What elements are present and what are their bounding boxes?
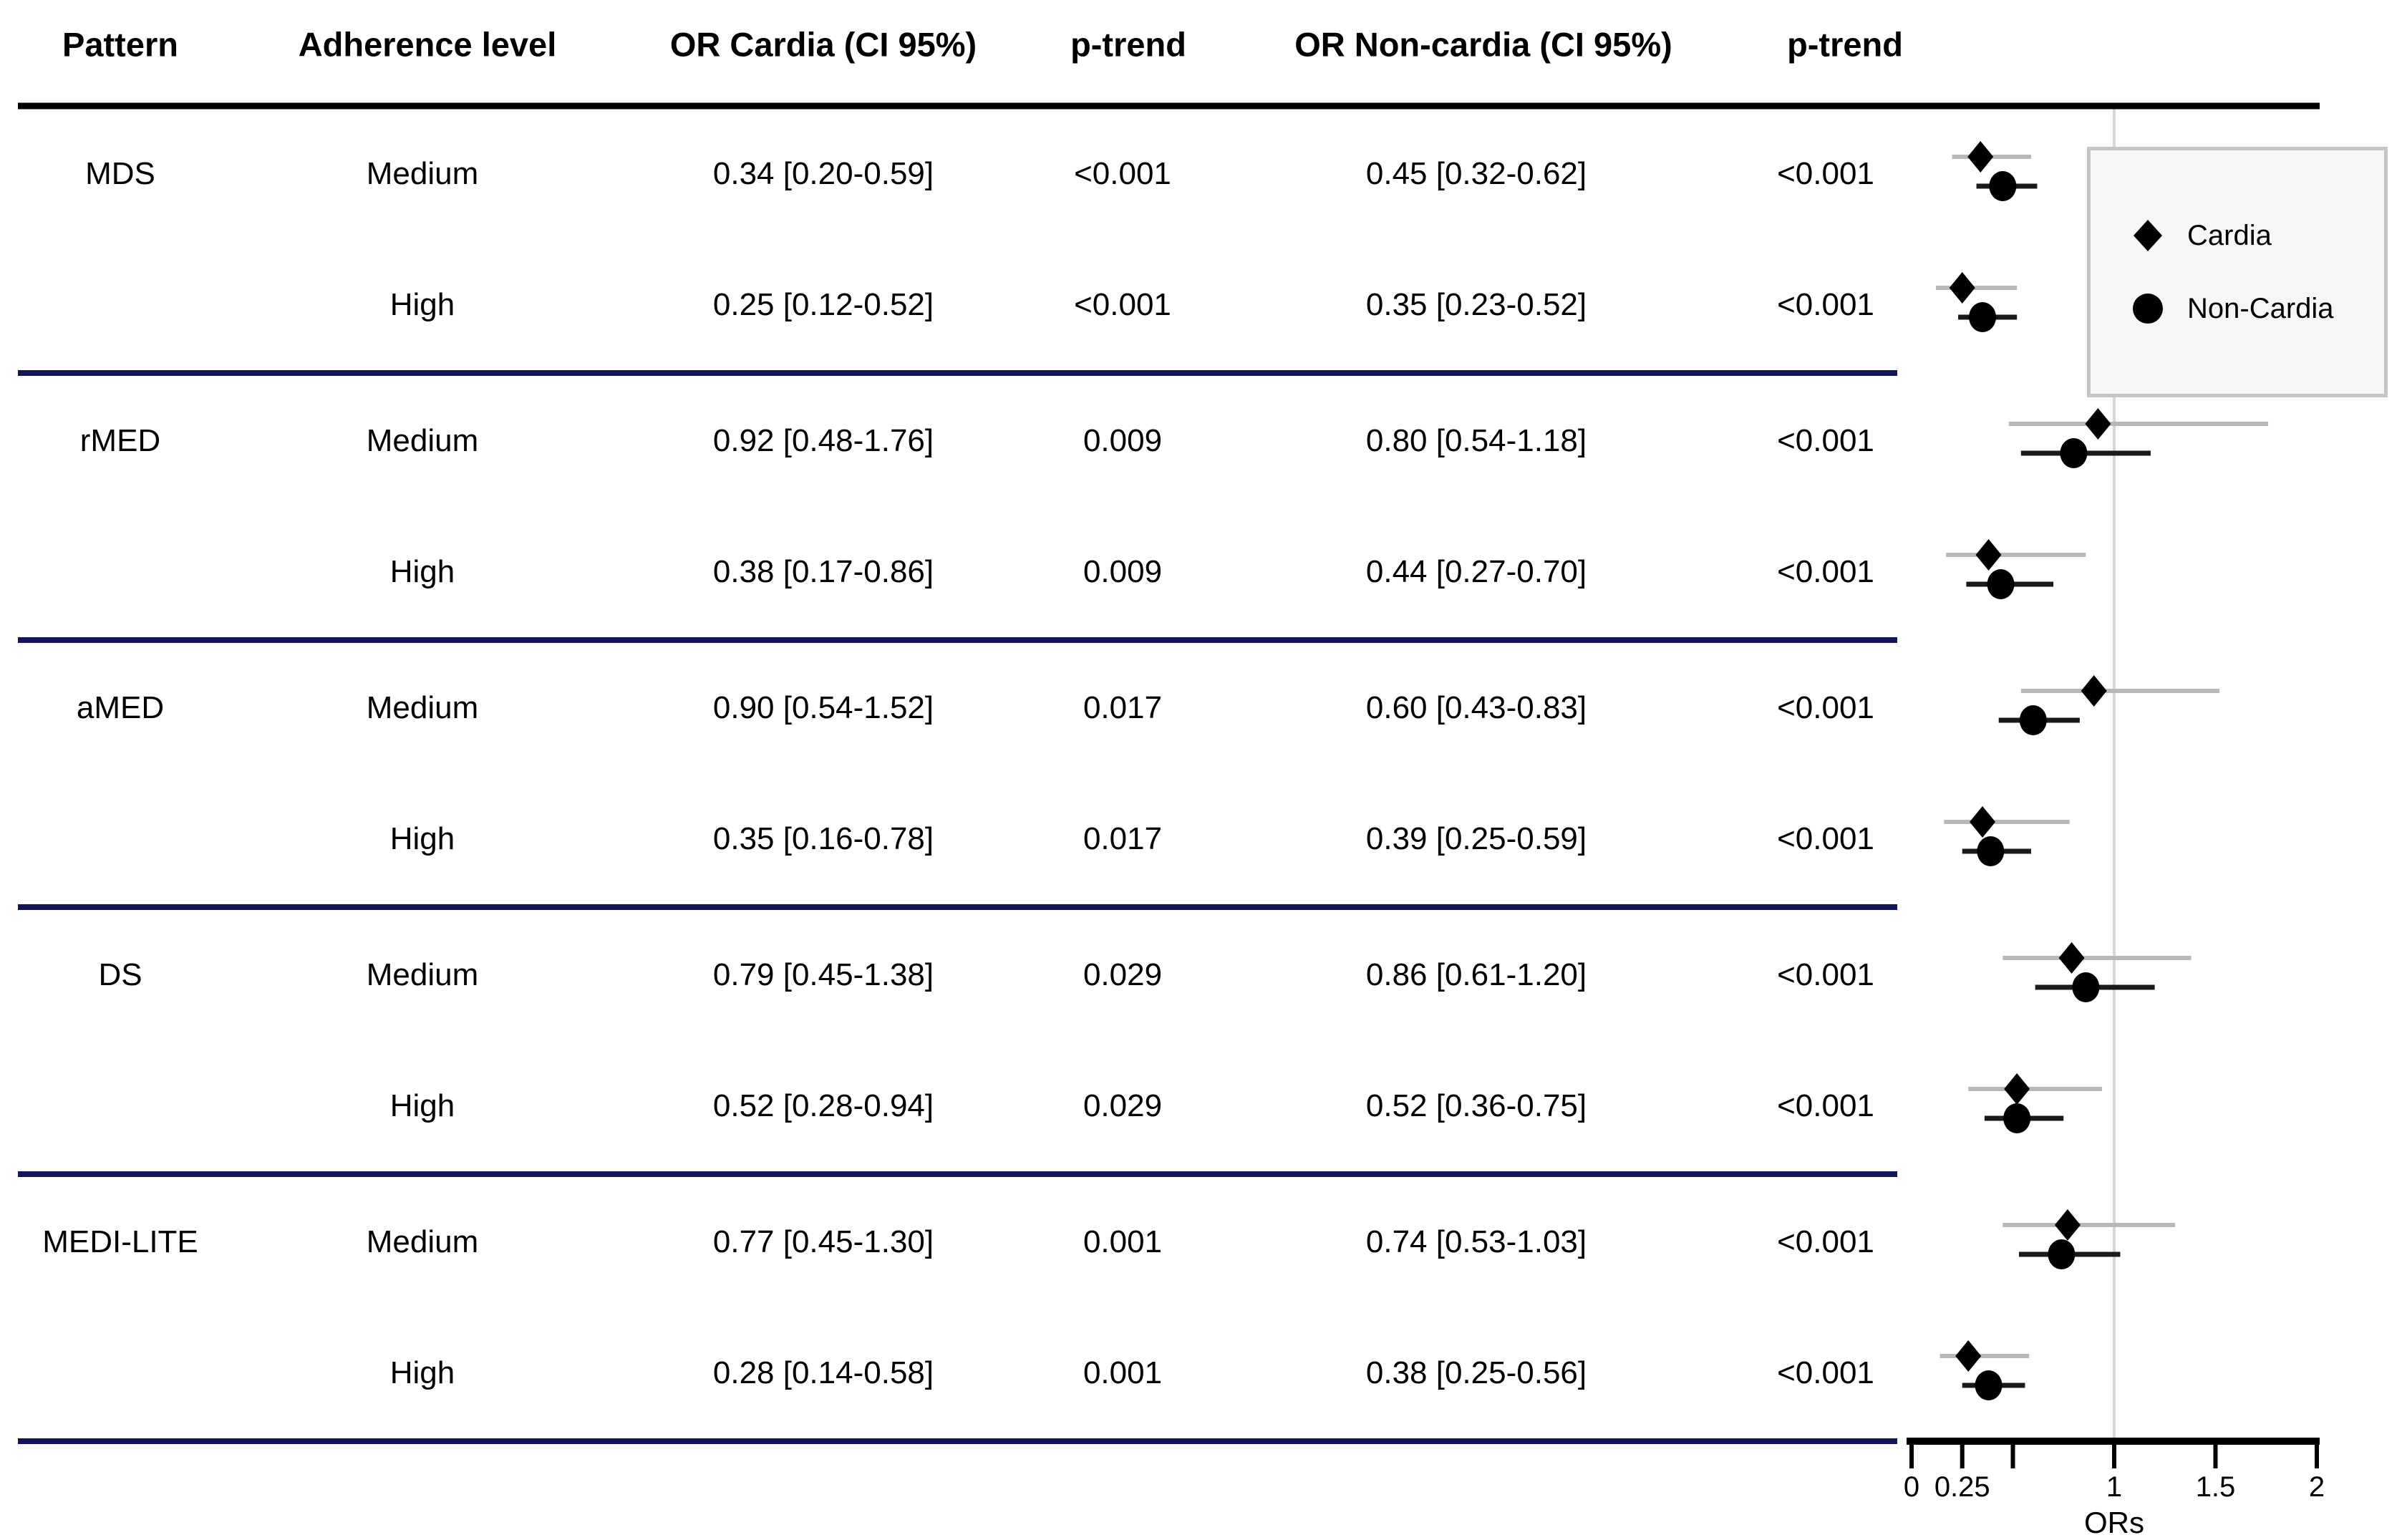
or-noncardia-value: 0.80 [0.54-1.18] [1365, 423, 1587, 458]
or-cardia-value: 0.77 [0.45-1.30] [712, 1224, 934, 1259]
p-trend-noncardia-value: <0.001 [1777, 690, 1874, 725]
cardia-diamond-marker [2054, 1209, 2081, 1241]
adherence-level: Medium [366, 1224, 479, 1259]
column-header-p-trend-cardia: p-trend [1070, 25, 1186, 64]
pattern-label: rMED [79, 423, 161, 458]
legend-label-noncardia: Non-Cardia [2187, 292, 2334, 324]
noncardia-circle-marker [1987, 569, 2015, 599]
or-cardia-value: 0.52 [0.28-0.94] [712, 1088, 934, 1123]
column-header-or-noncardia: OR Non-cardia (CI 95%) [1294, 25, 1672, 64]
x-axis-tick-label: 0 [1904, 1471, 1919, 1503]
p-trend-cardia-value: 0.029 [1083, 1088, 1163, 1123]
noncardia-circle-marker [1969, 302, 1997, 332]
p-trend-noncardia-value: <0.001 [1777, 287, 1874, 322]
cardia-diamond-icon [2134, 220, 2162, 251]
noncardia-circle-marker [2060, 438, 2088, 468]
or-noncardia-value: 0.45 [0.32-0.62] [1365, 156, 1587, 191]
p-trend-cardia-value: <0.001 [1074, 287, 1171, 322]
or-cardia-value: 0.92 [0.48-1.76] [712, 423, 934, 458]
p-trend-noncardia-value: <0.001 [1777, 1355, 1874, 1390]
pattern-label: DS [98, 957, 142, 992]
adherence-level: Medium [366, 690, 479, 725]
x-axis-title: ORs [2084, 1506, 2144, 1539]
adherence-level: High [389, 287, 455, 322]
p-trend-cardia-value: 0.009 [1083, 423, 1163, 458]
or-cardia-value: 0.35 [0.16-0.78] [712, 821, 934, 856]
adherence-level: Medium [366, 423, 479, 458]
adherence-level: High [389, 1355, 455, 1390]
adherence-level: High [389, 1088, 455, 1123]
adherence-level: High [389, 554, 455, 589]
or-cardia-value: 0.38 [0.17-0.86] [712, 554, 934, 589]
noncardia-circle-marker [1977, 836, 2005, 866]
p-trend-cardia-value: 0.009 [1083, 554, 1163, 589]
noncardia-circle-marker [2048, 1239, 2076, 1269]
legend-label-cardia: Cardia [2187, 219, 2272, 251]
or-noncardia-value: 0.60 [0.43-0.83] [1365, 690, 1587, 725]
p-trend-noncardia-value: <0.001 [1777, 554, 1874, 589]
or-noncardia-value: 0.38 [0.25-0.56] [1365, 1355, 1587, 1390]
cardia-diamond-marker [2085, 408, 2111, 440]
column-header-p-trend-noncardia: p-trend [1787, 25, 1903, 64]
cardia-diamond-marker [2004, 1073, 2030, 1105]
adherence-level: High [389, 821, 455, 856]
column-header-pattern: Pattern [62, 25, 178, 64]
noncardia-circle-marker [1975, 1370, 2003, 1400]
column-header-or-cardia: OR Cardia (CI 95%) [669, 25, 977, 64]
p-trend-noncardia-value: <0.001 [1777, 156, 1874, 191]
or-cardia-value: 0.34 [0.20-0.59] [712, 156, 934, 191]
or-noncardia-value: 0.35 [0.23-0.52] [1365, 287, 1587, 322]
p-trend-noncardia-value: <0.001 [1777, 821, 1874, 856]
cardia-diamond-marker [2058, 942, 2085, 974]
pattern-label: MDS [85, 156, 155, 191]
or-cardia-value: 0.79 [0.45-1.38] [712, 957, 934, 992]
noncardia-circle-icon [2133, 294, 2163, 324]
or-noncardia-value: 0.74 [0.53-1.03] [1365, 1224, 1587, 1259]
cardia-diamond-marker [1949, 272, 1975, 304]
legend-item-noncardia: Non-Cardia [2130, 291, 2384, 326]
or-noncardia-value: 0.86 [0.61-1.20] [1365, 957, 1587, 992]
pattern-label: aMED [76, 690, 165, 725]
p-trend-cardia-value: <0.001 [1074, 156, 1171, 191]
adherence-level: Medium [366, 156, 479, 191]
noncardia-circle-marker [1989, 171, 2017, 201]
or-noncardia-value: 0.39 [0.25-0.59] [1365, 821, 1587, 856]
or-cardia-value: 0.25 [0.12-0.52] [712, 287, 934, 322]
p-trend-cardia-value: 0.001 [1083, 1224, 1163, 1259]
p-trend-cardia-value: 0.029 [1083, 957, 1163, 992]
or-cardia-value: 0.28 [0.14-0.58] [712, 1355, 934, 1390]
noncardia-circle-marker [2019, 705, 2047, 735]
p-trend-cardia-value: 0.017 [1083, 690, 1163, 725]
noncardia-circle-marker [2072, 972, 2100, 1002]
pattern-label: MEDI-LITE [42, 1224, 198, 1259]
p-trend-cardia-value: 0.001 [1083, 1355, 1163, 1390]
x-axis-tick-label: 1 [2106, 1471, 2122, 1503]
x-axis-tick-label: 0.25 [1934, 1471, 1990, 1503]
cardia-diamond-marker [1967, 141, 1994, 173]
x-axis-tick-label: 1.5 [2196, 1471, 2236, 1503]
p-trend-noncardia-value: <0.001 [1777, 1224, 1874, 1259]
plot-legend: Cardia Non-Cardia [2087, 147, 2388, 397]
p-trend-noncardia-value: <0.001 [1777, 423, 1874, 458]
or-noncardia-value: 0.52 [0.36-0.75] [1365, 1088, 1587, 1123]
noncardia-circle-marker [2003, 1103, 2031, 1133]
cardia-diamond-marker [1955, 1340, 1982, 1372]
or-noncardia-value: 0.44 [0.27-0.70] [1365, 554, 1587, 589]
cardia-diamond-marker [1970, 806, 1996, 838]
adherence-level: Medium [366, 957, 479, 992]
cardia-diamond-marker [2081, 675, 2107, 707]
p-trend-noncardia-value: <0.001 [1777, 957, 1874, 992]
p-trend-cardia-value: 0.017 [1083, 821, 1163, 856]
legend-item-cardia: Cardia [2130, 218, 2384, 253]
cardia-diamond-marker [1975, 539, 2002, 571]
p-trend-noncardia-value: <0.001 [1777, 1088, 1874, 1123]
x-axis-tick-label: 2 [2309, 1471, 2325, 1503]
column-header-adherence-level: Adherence level [298, 25, 557, 64]
or-cardia-value: 0.90 [0.54-1.52] [712, 690, 934, 725]
